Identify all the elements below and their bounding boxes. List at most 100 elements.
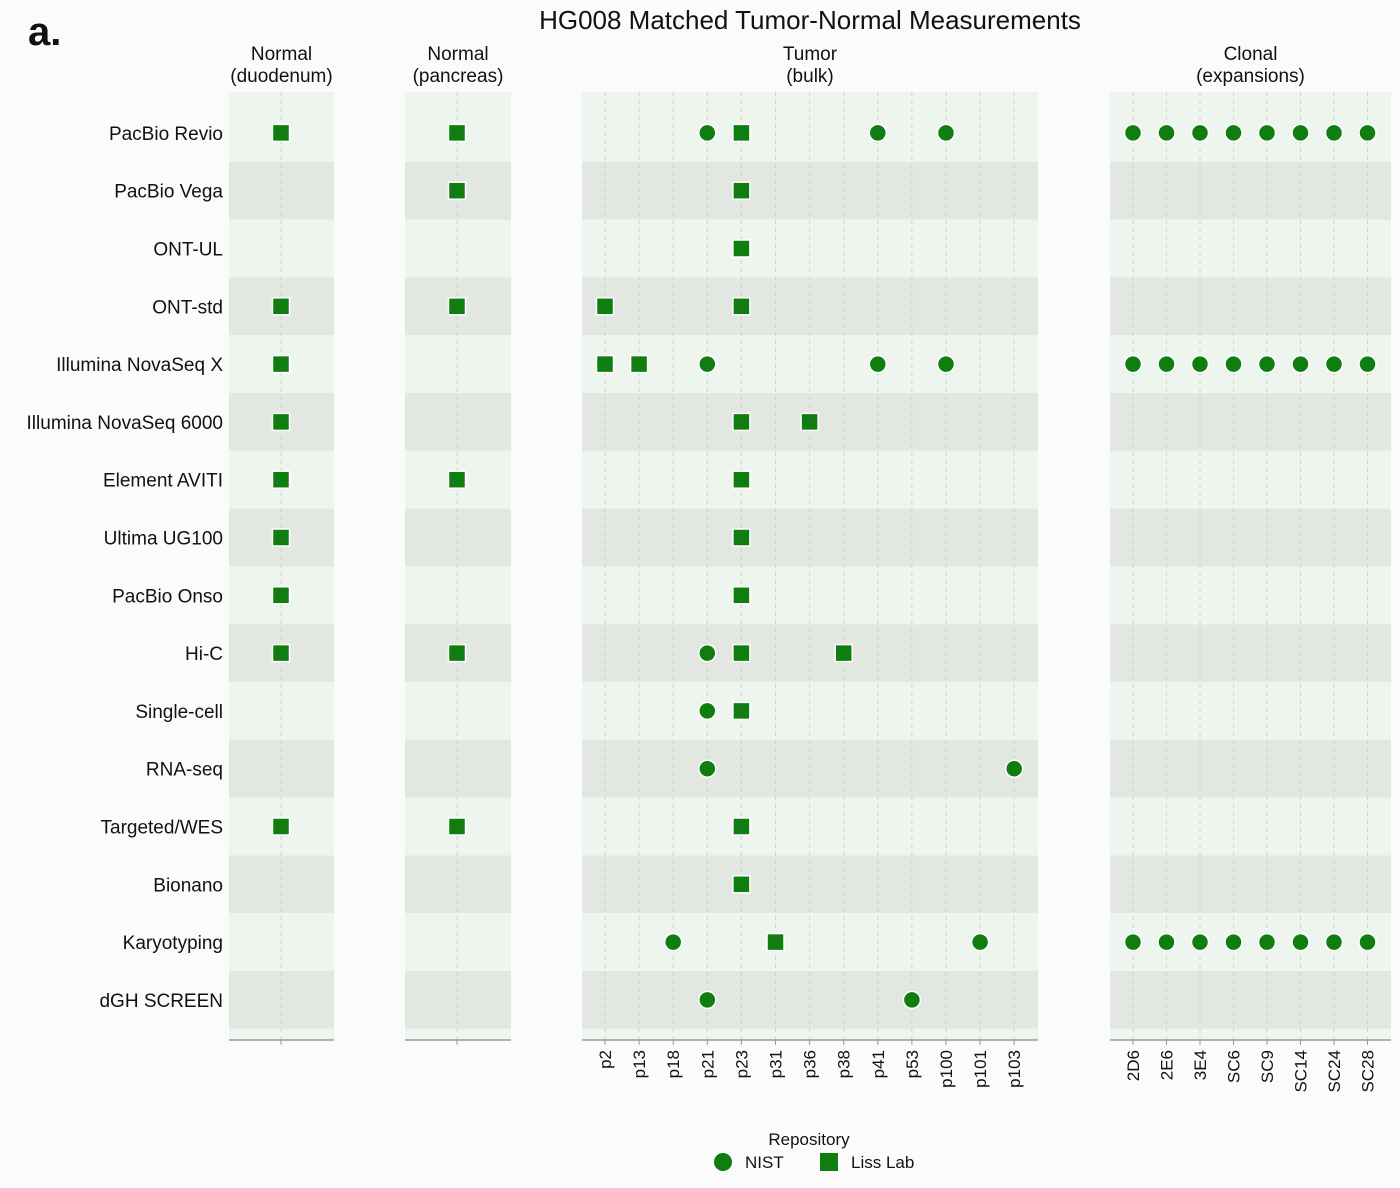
row-band (405, 971, 511, 1029)
tick-label-sc6: SC6 (1225, 1050, 1244, 1083)
point-nist-karyotyping-sc14 (1291, 932, 1310, 952)
point-nist-pacbio-revio-sc28 (1358, 123, 1377, 143)
point-liss-lab-bionano-p23 (732, 875, 751, 894)
row-band (1110, 104, 1391, 162)
row-band (1110, 277, 1391, 336)
tick-label-p38: p38 (835, 1050, 854, 1078)
tick-labels: p2 p13 p18 p21 p23 p31 p36 p38 p41 p53 p100 p101 p10… (596, 1050, 1378, 1093)
point-nist-illumina-novaseq-x-sc9 (1257, 354, 1277, 374)
tick-label-p31: p31 (767, 1050, 786, 1078)
point-liss-lab-pacbio-onso-p23 (732, 586, 751, 605)
tick-label-p18: p18 (664, 1050, 683, 1078)
tick-label-p36: p36 (801, 1050, 820, 1078)
row-label-pacbio-vega: PacBio Vega (114, 182, 223, 203)
point-nist-karyotyping-sc28 (1358, 932, 1377, 952)
row-label-karyotyping: Karyotyping (123, 933, 223, 954)
row-band (582, 92, 1038, 104)
point-nist-illumina-novaseq-x-sc6 (1224, 354, 1243, 374)
point-nist-karyotyping-sc24 (1324, 932, 1344, 952)
row-label-bionano: Bionano (153, 875, 223, 896)
row-label-illumina-novaseq-6000: Illumina NovaSeq 6000 (27, 413, 223, 434)
point-liss-lab-karyotyping-p31 (766, 932, 785, 952)
point-liss-lab-illumina-novaseq-6000-duodenum (271, 412, 291, 432)
tick-label-p41: p41 (869, 1050, 888, 1078)
point-nist-single-cell-p21 (698, 701, 717, 721)
panel-sublabel-bulk: (bulk) (786, 66, 834, 87)
point-nist-illumina-novaseq-x-p21 (698, 354, 717, 374)
point-nist-karyotyping-p18 (663, 932, 683, 952)
row-band (1110, 161, 1391, 220)
tick-label-p53: p53 (903, 1050, 922, 1078)
panel-labels: Normal(duodenum)Normal(pancreas)Tumor(bu… (230, 44, 1305, 87)
point-nist-rna-seq-p21 (698, 759, 717, 778)
point-nist-pacbio-revio-3e4 (1190, 123, 1210, 143)
point-liss-lab-ont-std-pancreas (447, 297, 467, 316)
point-nist-karyotyping-3e4 (1190, 932, 1210, 952)
row-label-illumina-novaseq-x: Illumina NovaSeq X (56, 355, 223, 376)
point-nist-karyotyping-p101 (970, 932, 990, 952)
point-nist-illumina-novaseq-x-2d6 (1123, 354, 1143, 374)
point-liss-lab-ont-ul-p23 (732, 239, 751, 258)
legend-marker-liss-lab (820, 1153, 838, 1171)
row-label-single-cell: Single-cell (135, 702, 223, 723)
row-band (405, 335, 511, 393)
point-liss-lab-targeted-wes-duodenum (271, 817, 291, 836)
point-liss-lab-ont-std-p2 (595, 297, 615, 316)
legend: Repository NIST Liss Lab (714, 1130, 914, 1172)
point-liss-lab-targeted-wes-p23 (732, 817, 751, 836)
row-band (1110, 393, 1391, 451)
row-band (405, 855, 511, 914)
point-liss-lab-targeted-wes-pancreas (447, 817, 467, 836)
row-band (405, 219, 511, 278)
legend-title: Repository (768, 1130, 850, 1149)
row-label-rna-seq: RNA-seq (146, 760, 223, 781)
tick-label-p21: p21 (698, 1050, 717, 1078)
row-band (229, 1028, 334, 1040)
point-nist-illumina-novaseq-x-sc24 (1324, 354, 1344, 374)
panel-sublabel-expansions: (expansions) (1196, 66, 1305, 87)
tick-label-p23: p23 (732, 1050, 751, 1078)
point-liss-lab-illumina-novaseq-x-p2 (595, 354, 615, 374)
row-label-ont-std: ONT-std (152, 297, 223, 318)
row-label-targeted-wes: Targeted/WES (101, 818, 224, 839)
row-label-ultima-ug100: Ultima UG100 (104, 529, 223, 550)
point-liss-lab-hi-c-p23 (732, 643, 751, 663)
point-nist-hi-c-p21 (698, 643, 717, 663)
tick-label-sc24: SC24 (1325, 1050, 1344, 1093)
point-liss-lab-element-aviti-duodenum (271, 470, 291, 489)
point-liss-lab-pacbio-vega-p23 (732, 181, 751, 200)
point-liss-lab-ont-std-p23 (732, 297, 751, 316)
row-label-element-aviti: Element AVITI (103, 471, 223, 492)
point-liss-lab-illumina-novaseq-x-duodenum (271, 354, 291, 374)
row-band (405, 739, 511, 798)
point-nist-pacbio-revio-sc24 (1324, 123, 1344, 143)
row-band (1110, 624, 1391, 682)
point-liss-lab-pacbio-revio-duodenum (271, 123, 291, 143)
point-liss-lab-pacbio-revio-pancreas (447, 123, 467, 143)
row-label-pacbio-onso: PacBio Onso (112, 586, 223, 607)
tick-label-2d6: 2D6 (1124, 1050, 1143, 1081)
point-liss-lab-hi-c-p38 (834, 643, 853, 663)
panel-label-normal-duodenum: Normal (251, 44, 312, 65)
tick-label-sc28: SC28 (1359, 1050, 1378, 1093)
point-nist-illumina-novaseq-x-sc14 (1291, 354, 1310, 374)
grid-lines (280, 92, 1368, 1040)
tick-label-sc9: SC9 (1258, 1050, 1277, 1083)
row-band (1110, 1028, 1391, 1040)
row-band (405, 508, 511, 567)
point-nist-karyotyping-2e6 (1157, 932, 1176, 952)
legend-label-liss-lab: Liss Lab (851, 1153, 914, 1172)
point-nist-pacbio-revio-p21 (698, 123, 717, 143)
panel-axes (229, 1039, 1391, 1045)
row-labels: PacBio Revio PacBio Vega ONT-UL ONT-std Illu… (27, 124, 224, 1012)
row-band (229, 92, 334, 104)
point-liss-lab-ultima-ug100-duodenum (271, 528, 291, 547)
row-band (1110, 971, 1391, 1029)
point-liss-lab-illumina-novaseq-x-p13 (629, 354, 649, 374)
row-label-dgh-screen: dGH SCREEN (99, 991, 223, 1012)
row-band (405, 393, 511, 451)
point-liss-lab-illumina-novaseq-6000-p36 (800, 412, 819, 432)
row-band (405, 566, 511, 625)
point-nist-illumina-novaseq-x-sc28 (1358, 354, 1377, 374)
